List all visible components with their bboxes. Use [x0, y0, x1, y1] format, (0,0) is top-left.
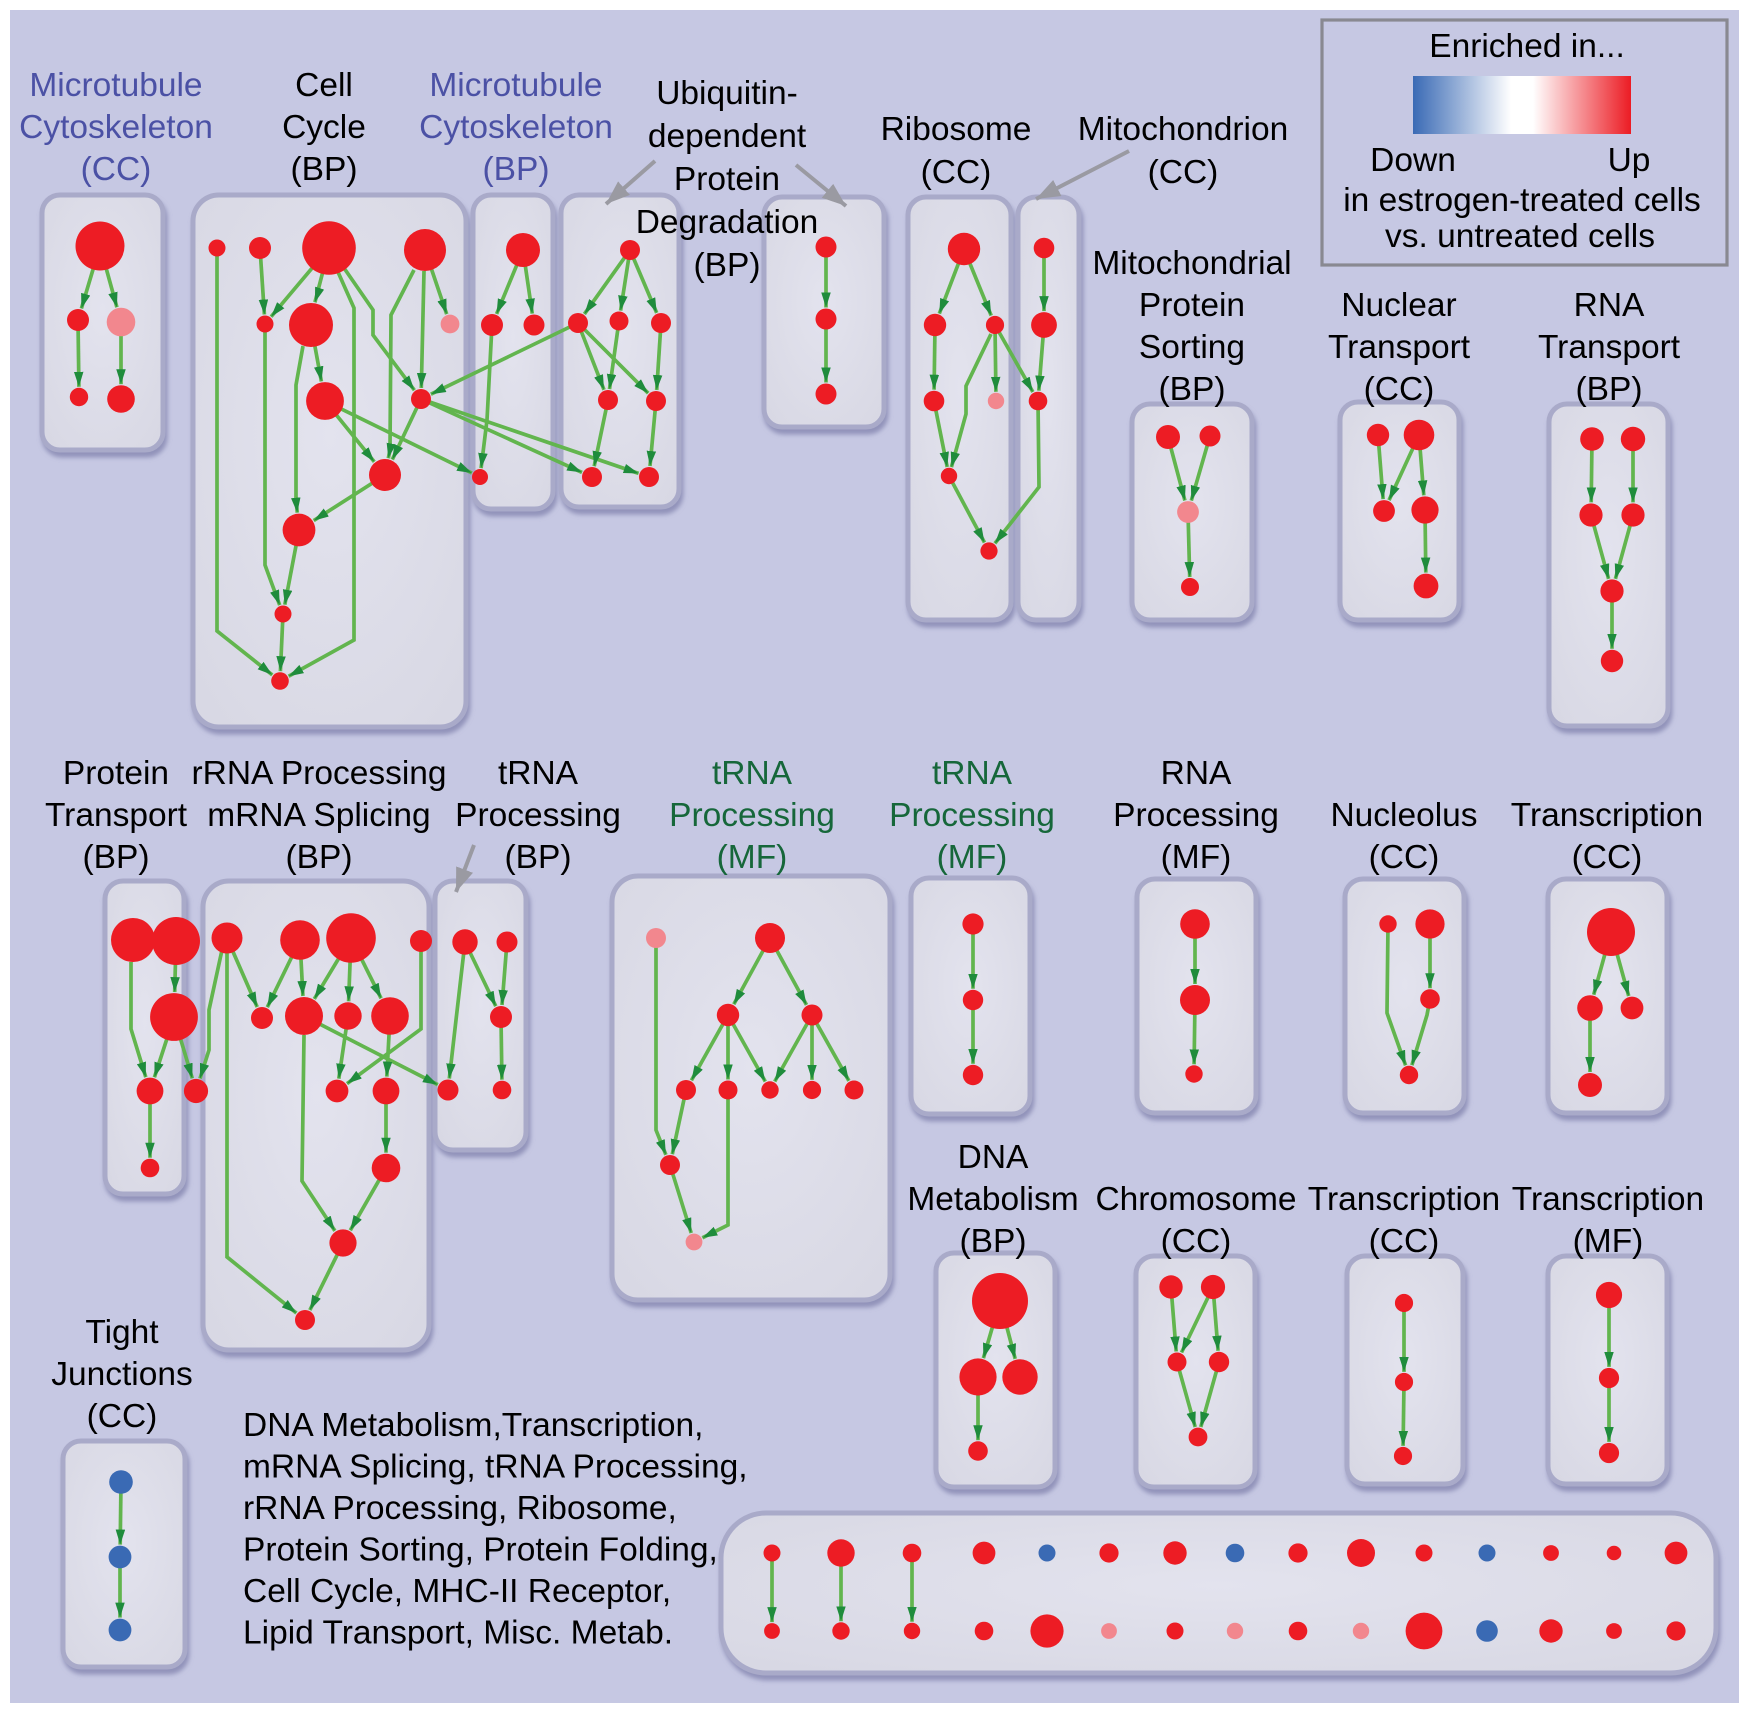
svg-text:(MF): (MF)	[937, 839, 1008, 876]
svg-text:(CC): (CC)	[1161, 1223, 1232, 1260]
svg-text:mRNA Splicing, tRNA Processing: mRNA Splicing, tRNA Processing,	[243, 1449, 748, 1486]
svg-text:Junctions: Junctions	[51, 1356, 193, 1393]
svg-text:(BP): (BP)	[286, 839, 353, 876]
svg-text:Ubiquitin-: Ubiquitin-	[656, 75, 798, 112]
svg-text:Mitochondrial: Mitochondrial	[1092, 245, 1291, 282]
svg-text:rRNA Processing: rRNA Processing	[191, 755, 446, 792]
svg-text:mRNA Splicing: mRNA Splicing	[207, 797, 430, 834]
svg-text:Degradation: Degradation	[636, 204, 819, 241]
svg-text:rRNA Processing, Ribosome,: rRNA Processing, Ribosome,	[243, 1490, 677, 1527]
svg-text:DNA Metabolism,Transcription,: DNA Metabolism,Transcription,	[243, 1407, 703, 1444]
svg-text:(BP): (BP)	[483, 151, 550, 188]
svg-text:Microtubule: Microtubule	[29, 67, 202, 104]
svg-text:tRNA: tRNA	[712, 755, 793, 792]
svg-text:Up: Up	[1608, 142, 1651, 179]
svg-text:(BP): (BP)	[694, 247, 761, 284]
svg-text:dependent: dependent	[648, 118, 807, 155]
svg-text:Mitochondrion: Mitochondrion	[1078, 111, 1288, 148]
svg-text:(CC): (CC)	[1148, 154, 1219, 191]
svg-text:(CC): (CC)	[1572, 839, 1643, 876]
svg-text:Transcription: Transcription	[1511, 797, 1703, 834]
svg-text:Transport: Transport	[1328, 329, 1471, 366]
svg-text:Processing: Processing	[669, 797, 835, 834]
svg-text:Processing: Processing	[1113, 797, 1279, 834]
svg-text:Protein: Protein	[63, 755, 169, 792]
svg-text:(CC): (CC)	[921, 154, 992, 191]
svg-text:in estrogen-treated cells: in estrogen-treated cells	[1343, 182, 1701, 219]
svg-text:(MF): (MF)	[1573, 1223, 1644, 1260]
svg-text:Processing: Processing	[455, 797, 621, 834]
svg-text:(CC): (CC)	[81, 151, 152, 188]
svg-text:Cytoskeleton: Cytoskeleton	[419, 109, 613, 146]
svg-text:(BP): (BP)	[83, 839, 150, 876]
svg-text:Lipid Transport, Misc. Metab.: Lipid Transport, Misc. Metab.	[243, 1615, 673, 1652]
svg-text:Microtubule: Microtubule	[429, 67, 602, 104]
svg-text:(MF): (MF)	[717, 839, 788, 876]
svg-text:(CC): (CC)	[1369, 1223, 1440, 1260]
svg-text:Transcription: Transcription	[1512, 1181, 1704, 1218]
svg-text:Protein Sorting, Protein Foldi: Protein Sorting, Protein Folding,	[243, 1532, 718, 1569]
svg-text:RNA: RNA	[1574, 287, 1645, 324]
svg-text:Down: Down	[1370, 142, 1456, 179]
svg-text:Cytoskeleton: Cytoskeleton	[19, 109, 213, 146]
svg-text:Nucleolus: Nucleolus	[1330, 797, 1477, 834]
svg-text:Enriched in...: Enriched in...	[1429, 28, 1625, 65]
svg-text:(BP): (BP)	[1159, 371, 1226, 408]
svg-text:Ribosome: Ribosome	[881, 111, 1032, 148]
svg-text:(BP): (BP)	[505, 839, 572, 876]
svg-text:tRNA: tRNA	[498, 755, 579, 792]
svg-text:Processing: Processing	[889, 797, 1055, 834]
svg-text:(BP): (BP)	[291, 151, 358, 188]
svg-text:(CC): (CC)	[87, 1398, 158, 1435]
svg-text:(CC): (CC)	[1369, 839, 1440, 876]
svg-text:(CC): (CC)	[1364, 371, 1435, 408]
svg-text:DNA: DNA	[958, 1139, 1029, 1176]
svg-text:Protein: Protein	[674, 161, 780, 198]
svg-text:(MF): (MF)	[1161, 839, 1232, 876]
svg-text:Transport: Transport	[45, 797, 188, 834]
svg-text:Cell Cycle, MHC-II Receptor,: Cell Cycle, MHC-II Receptor,	[243, 1573, 671, 1610]
svg-text:Cycle: Cycle	[282, 109, 366, 146]
svg-text:Transcription: Transcription	[1308, 1181, 1500, 1218]
svg-text:Metabolism: Metabolism	[907, 1181, 1078, 1218]
svg-text:Sorting: Sorting	[1139, 329, 1245, 366]
svg-text:(BP): (BP)	[960, 1223, 1027, 1260]
svg-text:vs. untreated cells: vs. untreated cells	[1385, 218, 1655, 255]
svg-text:Nuclear: Nuclear	[1341, 287, 1456, 324]
svg-text:Chromosome: Chromosome	[1095, 1181, 1296, 1218]
svg-text:RNA: RNA	[1161, 755, 1232, 792]
svg-text:Tight: Tight	[85, 1314, 159, 1351]
svg-text:Cell: Cell	[295, 67, 353, 104]
svg-text:tRNA: tRNA	[932, 755, 1013, 792]
svg-text:Transport: Transport	[1538, 329, 1681, 366]
svg-text:(BP): (BP)	[1576, 371, 1643, 408]
svg-text:Protein: Protein	[1139, 287, 1245, 324]
